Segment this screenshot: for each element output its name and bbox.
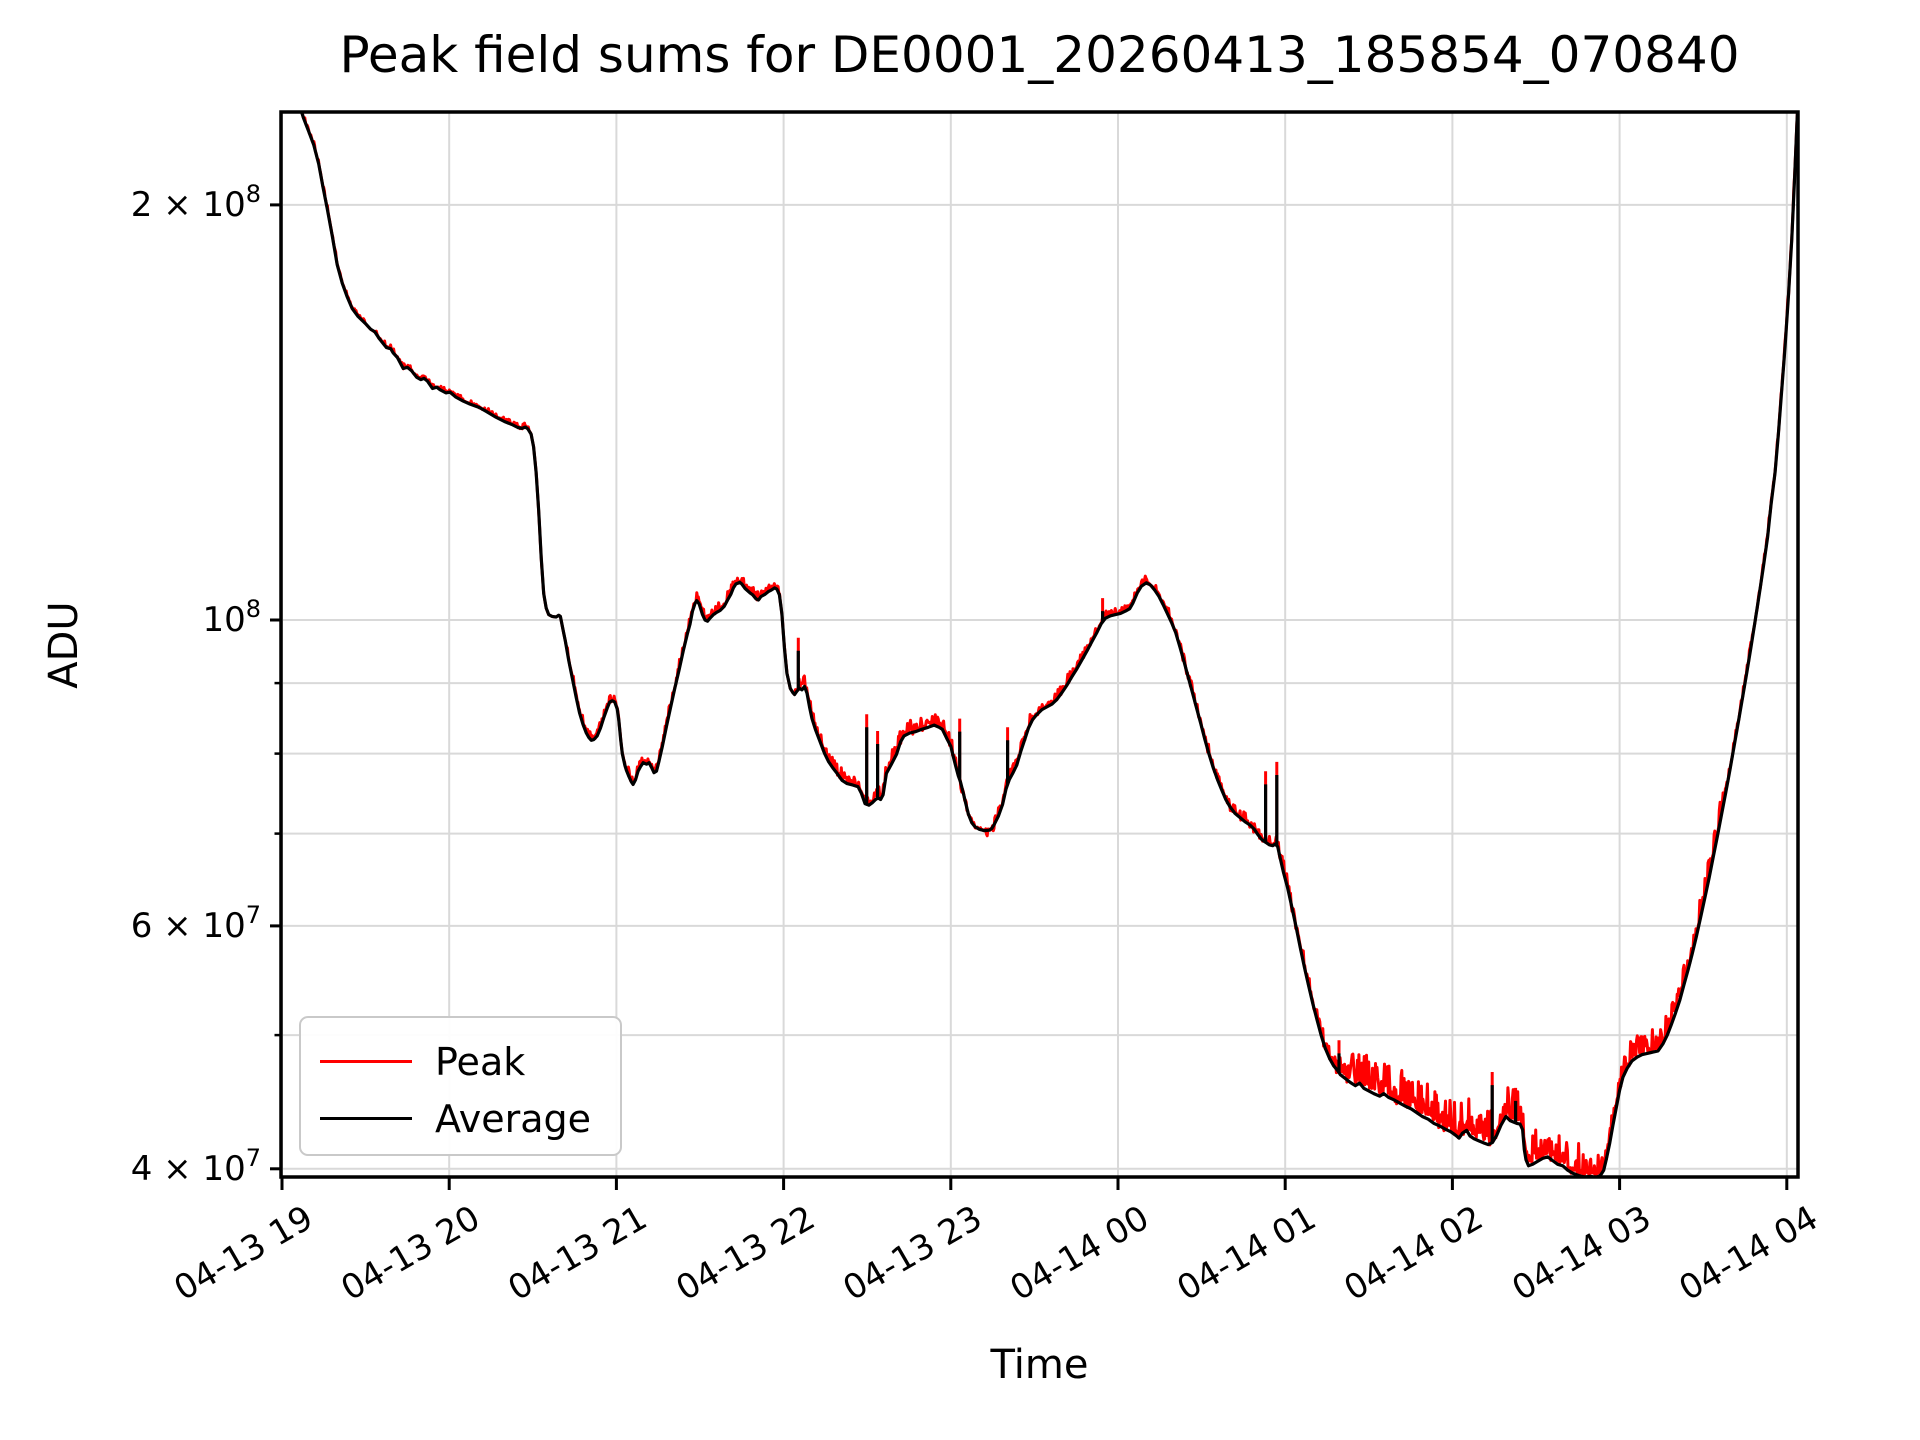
y-tick-label: 2 × 108 [130, 180, 261, 225]
peak-line-swatch [320, 1060, 412, 1063]
legend-label-peak: Peak [435, 1040, 526, 1084]
y-tick-label: 4 × 107 [130, 1144, 261, 1189]
legend-label-average: Average [435, 1097, 592, 1141]
average-line-swatch [320, 1117, 412, 1120]
x-axis-label: Time [990, 1342, 1089, 1388]
legend: Peak Average [299, 1016, 622, 1156]
y-tick-label: 6 × 107 [130, 901, 261, 946]
y-axis-label: ADU [41, 601, 87, 689]
y-tick-label: 108 [202, 595, 261, 640]
chart-title: Peak field sums for DE0001_20260413_1858… [339, 26, 1740, 84]
